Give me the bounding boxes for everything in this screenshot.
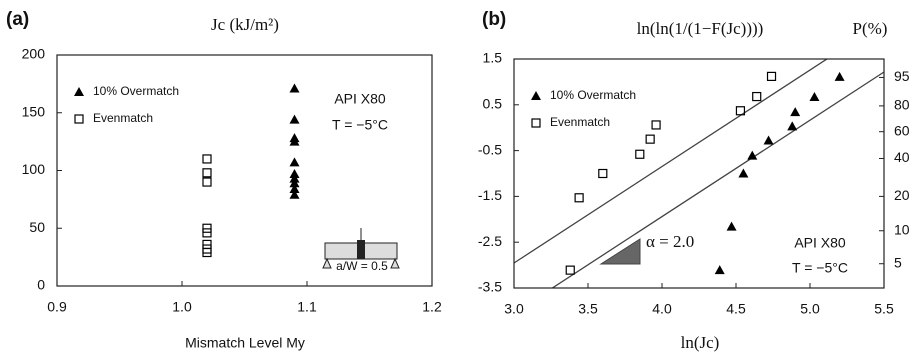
x-axis-label: ln(Jc) xyxy=(681,333,720,352)
x-axis-label: Mismatch Level My xyxy=(185,335,305,351)
annotation: API X80 xyxy=(334,91,386,107)
marker-triangle xyxy=(289,189,300,199)
y-tick-label: 0 xyxy=(37,277,45,293)
marker-triangle xyxy=(289,168,300,178)
legend-label: Evenmatch xyxy=(93,111,153,125)
annotation: T = −5°C xyxy=(792,260,848,276)
marker-triangle xyxy=(726,221,737,231)
marker-triangle xyxy=(738,168,749,178)
y2-tick-label: 20 xyxy=(894,187,910,203)
plot-frame xyxy=(513,58,885,289)
specimen-icon xyxy=(322,228,400,269)
marker-triangle xyxy=(747,150,758,160)
marker-square xyxy=(202,228,212,238)
marker-square xyxy=(651,120,661,130)
marker-square xyxy=(598,168,608,179)
marker-square xyxy=(531,118,541,128)
annotation: a/W = 0.5 xyxy=(336,259,388,273)
x-tick-label: 3.0 xyxy=(504,301,524,317)
marker-square xyxy=(202,239,212,250)
marker-triangle xyxy=(809,92,820,102)
marker-square xyxy=(202,154,212,164)
x-tick-label: 3.5 xyxy=(578,301,598,317)
y-tick-label: 0.5 xyxy=(483,96,503,112)
y-tick-label: 1.5 xyxy=(483,50,503,66)
marker-triangle xyxy=(714,265,725,275)
marker-triangle xyxy=(531,91,541,100)
marker-square xyxy=(202,223,212,233)
marker-square xyxy=(202,247,212,258)
y2-axis-label: P(%) xyxy=(853,19,888,38)
marker-triangle xyxy=(787,121,798,131)
marker-triangle xyxy=(763,135,774,145)
marker-square xyxy=(565,265,575,275)
y2-tick-label: 95 xyxy=(894,68,910,84)
y2-tick-label: 5 xyxy=(894,254,902,270)
chart-title: ln(ln(1/(1−F(Jc)))) xyxy=(637,19,764,38)
annotation: API X80 xyxy=(794,235,846,251)
marker-triangle xyxy=(289,183,300,193)
y2-tick-label: 40 xyxy=(894,149,910,165)
x-tick-label: 5.5 xyxy=(874,301,894,317)
y-tick-label: 150 xyxy=(22,103,46,119)
y2-tick-label: 80 xyxy=(894,97,910,113)
marker-square xyxy=(202,168,212,178)
marker-triangle xyxy=(289,114,300,124)
legend-label: 10% Overmatch xyxy=(93,84,179,98)
marker-square xyxy=(752,91,762,102)
x-tick-label: 4.5 xyxy=(726,301,746,317)
y-tick-label: 50 xyxy=(29,219,45,235)
x-tick-label: 1.1 xyxy=(297,299,317,315)
marker-square xyxy=(645,134,655,144)
chart-title: Jc (kJ/m²) xyxy=(211,15,279,34)
y-tick-label: -2.5 xyxy=(478,233,502,249)
marker-triangle xyxy=(289,178,300,188)
y2-tick-label: 60 xyxy=(894,122,910,138)
marker-triangle xyxy=(289,83,300,93)
panel-label: (b) xyxy=(482,9,506,30)
x-tick-label: 4.0 xyxy=(652,301,672,317)
marker-triangle xyxy=(790,107,801,117)
y-tick-label: 200 xyxy=(22,46,46,62)
marker-square xyxy=(202,177,212,187)
marker-triangle xyxy=(289,173,300,183)
marker-triangle xyxy=(289,157,300,167)
marker-triangle xyxy=(834,71,845,81)
x-tick-label: 5.0 xyxy=(800,301,820,317)
annotation: T = −5°C xyxy=(332,117,388,133)
y-tick-label: -1.5 xyxy=(478,187,502,203)
marker-triangle xyxy=(74,87,84,96)
y2-tick-label: 10 xyxy=(894,221,910,237)
x-tick-label: 1.0 xyxy=(172,299,192,315)
legend-label: 10% Overmatch xyxy=(550,88,636,102)
marker-square xyxy=(74,114,84,124)
fit-lines xyxy=(514,59,884,288)
y-tick-label: -0.5 xyxy=(478,141,502,157)
legend-label: Evenmatch xyxy=(550,115,610,129)
marker-triangle xyxy=(289,136,300,146)
marker-square xyxy=(735,106,746,116)
x-tick-label: 0.9 xyxy=(47,299,67,315)
marker-square xyxy=(635,149,645,159)
x-tick-label: 1.2 xyxy=(422,299,442,315)
y-tick-label: 100 xyxy=(22,161,46,177)
marker-square xyxy=(766,71,777,82)
marker-square xyxy=(574,193,584,203)
panel-label: (a) xyxy=(6,9,29,30)
y-tick-label: -3.5 xyxy=(478,279,502,295)
annotation: α = 2.0 xyxy=(646,232,694,251)
